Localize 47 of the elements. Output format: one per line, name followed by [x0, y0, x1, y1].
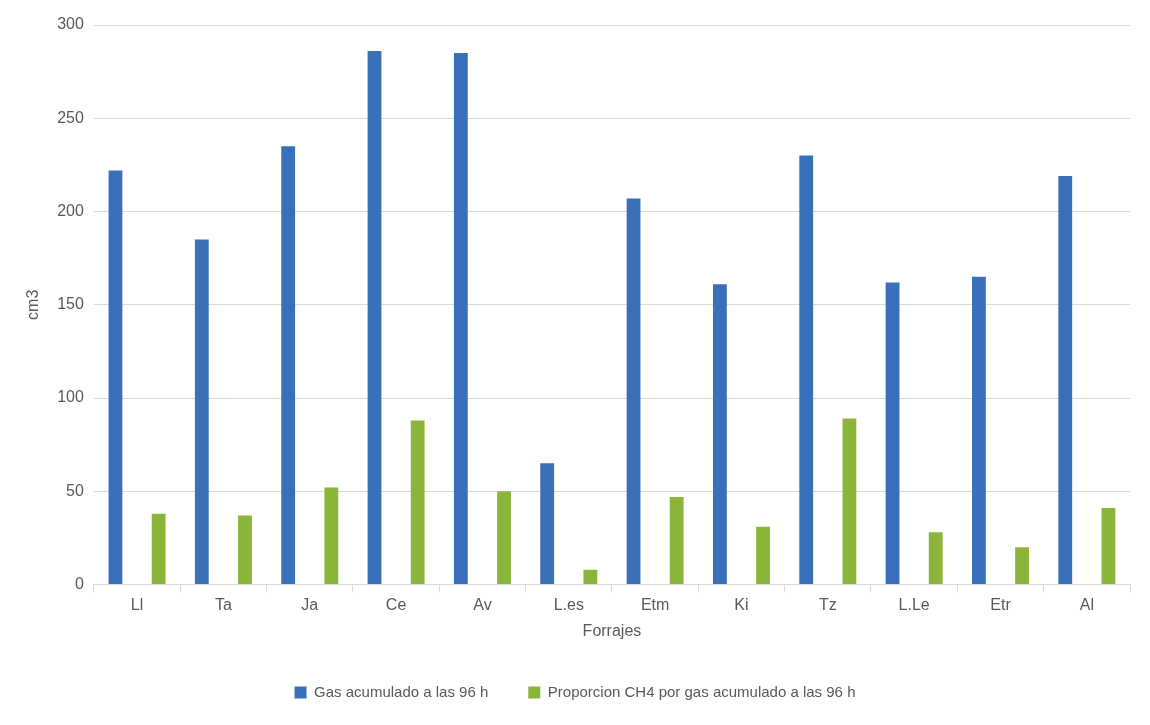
y-tick-label: 300	[57, 15, 84, 33]
y-tick-label: 250	[57, 108, 84, 126]
y-tick-label: 150	[57, 295, 84, 313]
bar	[885, 282, 900, 585]
bar	[712, 284, 727, 585]
x-tick-label: Av	[473, 595, 492, 613]
x-tick-label: Ki	[734, 595, 749, 613]
bar	[497, 491, 511, 585]
y-tick-label: 0	[74, 575, 84, 593]
x-tick-label: L.Le	[898, 595, 930, 613]
y-tick-label: 100	[57, 388, 84, 406]
x-tick-label: Tz	[818, 595, 837, 613]
x-tick-label: Etr	[990, 595, 1012, 613]
bar	[453, 52, 468, 585]
legend-label: Gas acumulado a las 96 h	[314, 682, 489, 700]
bar	[151, 513, 166, 585]
bar	[281, 146, 296, 585]
bar	[1101, 508, 1116, 585]
legend-label: Proporcion CH4 por gas acumulado a las 96 h	[547, 682, 856, 700]
bar	[669, 496, 684, 585]
bar	[756, 526, 770, 585]
y-axis-title: cm3	[24, 289, 42, 320]
bar	[540, 463, 555, 585]
y-tick-label: 50	[66, 481, 84, 499]
x-tick-label: Ta	[214, 595, 232, 613]
bar	[324, 487, 339, 585]
y-tick-label: 200	[57, 201, 84, 219]
x-tick-label: Al	[1079, 595, 1094, 613]
bar	[842, 418, 857, 585]
x-tick-label: Etm	[640, 595, 670, 613]
x-tick-label: Ll	[130, 595, 144, 613]
bar	[799, 155, 814, 585]
x-axis-title: Forrajes	[582, 621, 642, 639]
bar	[194, 239, 209, 585]
x-tick-label: Ja	[301, 595, 319, 613]
bar	[410, 420, 425, 585]
bar	[108, 170, 123, 585]
x-tick-label: L.es	[553, 595, 584, 613]
bar	[626, 198, 641, 585]
bar	[971, 276, 986, 585]
bar	[1058, 176, 1073, 585]
bar	[928, 532, 943, 585]
bar	[238, 515, 252, 585]
bar	[583, 569, 598, 585]
bar	[367, 51, 382, 585]
bar	[1015, 547, 1029, 585]
x-tick-label: Ce	[385, 595, 407, 613]
